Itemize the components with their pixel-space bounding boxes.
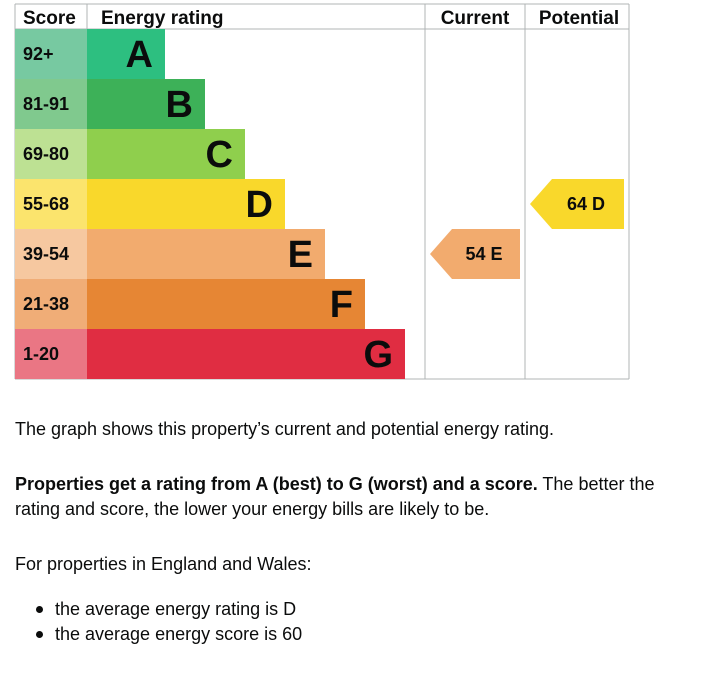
rating-explanation-bold: Properties get a rating from A (best) to… xyxy=(15,474,538,494)
score-cell-d xyxy=(15,179,87,229)
averages-list: the average energy rating is D the avera… xyxy=(15,597,302,647)
band-letter-f: F xyxy=(330,284,353,326)
header-score: Score xyxy=(23,8,76,29)
band-bar-e xyxy=(87,229,325,279)
score-range-f: 21-38 xyxy=(23,294,69,314)
score-range-a: 92+ xyxy=(23,44,54,64)
score-range-e: 39-54 xyxy=(23,244,69,264)
potential-rating-label: 64 D xyxy=(567,194,605,214)
band-bar-f xyxy=(87,279,365,329)
header-energy-rating: Energy rating xyxy=(101,8,223,29)
rating-explanation: Properties get a rating from A (best) to… xyxy=(15,472,695,522)
band-letter-b: B xyxy=(166,84,193,126)
score-cell-f xyxy=(15,279,87,329)
list-item-average-score: the average energy score is 60 xyxy=(35,622,302,647)
list-item-average-rating: the average energy rating is D xyxy=(35,597,302,622)
band-letter-g: G xyxy=(363,334,393,376)
rating-bands: 92+ A 81-91 B 69-80 C 55-68 D 39-54 E 21-38 F 1-20 G xyxy=(15,29,405,379)
band-letter-a: A xyxy=(126,34,153,76)
rating-markers: 54 E 64 D xyxy=(430,179,624,279)
score-range-d: 55-68 xyxy=(23,194,69,214)
band-letter-e: E xyxy=(288,234,313,276)
score-range-b: 81-91 xyxy=(23,94,69,114)
epc-rating-chart: Score Energy rating Current Potential 92… xyxy=(14,3,630,380)
band-letter-c: C xyxy=(206,134,233,176)
chart-headers: Score Energy rating Current Potential xyxy=(23,8,619,29)
band-bar-g xyxy=(87,329,405,379)
england-wales-intro: For properties in England and Wales: xyxy=(15,554,312,574)
score-range-c: 69-80 xyxy=(23,144,69,164)
graph-description: The graph shows this property’s current … xyxy=(15,419,554,439)
score-range-g: 1-20 xyxy=(23,344,59,364)
band-bar-b xyxy=(87,79,205,129)
band-bar-d xyxy=(87,179,285,229)
score-cell-b xyxy=(15,79,87,129)
score-cell-e xyxy=(15,229,87,279)
potential-rating-arrow xyxy=(530,179,624,229)
current-rating-label: 54 E xyxy=(465,244,502,264)
score-cell-g xyxy=(15,329,87,379)
score-cell-c xyxy=(15,129,87,179)
score-cell-a xyxy=(15,29,87,79)
header-current: Current xyxy=(441,8,510,29)
current-rating-arrow xyxy=(430,229,520,279)
header-potential: Potential xyxy=(539,8,619,29)
band-letter-d: D xyxy=(246,184,273,226)
rating-explanation-rest: The better the rating and score, the low… xyxy=(15,474,655,519)
band-bar-a xyxy=(87,29,165,79)
band-bar-c xyxy=(87,129,245,179)
